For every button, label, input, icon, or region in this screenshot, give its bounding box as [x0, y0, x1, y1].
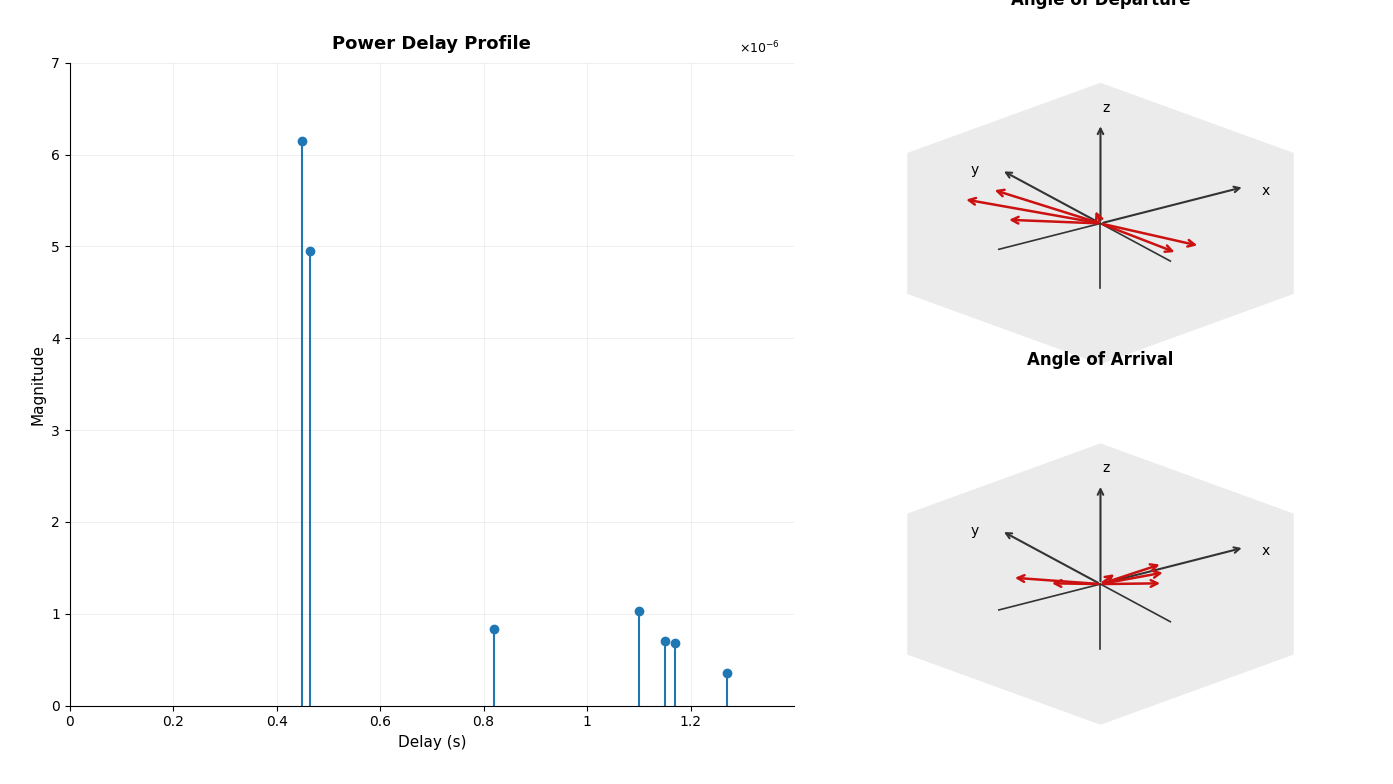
- Title: Angle of Departure: Angle of Departure: [1011, 0, 1190, 9]
- Title: Angle of Arrival: Angle of Arrival: [1027, 351, 1174, 369]
- Text: x: x: [1262, 183, 1270, 198]
- Text: z: z: [1102, 462, 1109, 475]
- Polygon shape: [908, 444, 1293, 724]
- Text: y: y: [971, 524, 979, 538]
- X-axis label: Delay (s): Delay (s): [397, 735, 467, 750]
- Polygon shape: [908, 84, 1293, 364]
- Title: Power Delay Profile: Power Delay Profile: [333, 34, 531, 53]
- Text: x: x: [1262, 544, 1270, 558]
- Text: z: z: [1102, 101, 1109, 114]
- Text: $\times 10^{-6}$: $\times 10^{-6}$: [738, 40, 780, 56]
- Text: y: y: [971, 163, 979, 177]
- Y-axis label: Magnitude: Magnitude: [31, 343, 46, 425]
